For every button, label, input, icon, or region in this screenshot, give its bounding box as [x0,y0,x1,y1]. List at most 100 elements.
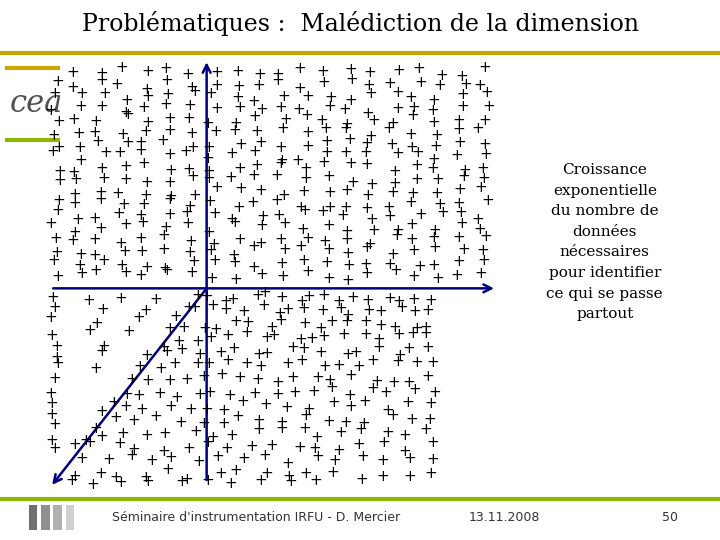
Text: +: + [300,107,313,123]
Text: +: + [189,188,201,204]
Text: +: + [234,137,247,152]
Text: +: + [120,217,132,232]
Text: +: + [182,163,195,177]
Text: +: + [248,260,261,275]
Text: +: + [341,273,354,288]
Text: +: + [382,121,395,136]
Text: +: + [427,258,440,273]
Text: +: + [374,304,387,319]
Text: +: + [121,387,133,402]
Text: +: + [358,416,370,430]
Text: +: + [377,469,390,484]
Text: +: + [297,184,310,199]
Text: +: + [322,219,335,233]
Text: +: + [302,89,315,104]
Text: +: + [50,339,63,354]
Text: +: + [428,224,441,239]
Text: +: + [95,429,108,444]
Text: +: + [341,224,353,239]
Text: +: + [250,124,263,139]
Text: +: + [360,327,372,342]
Text: +: + [405,195,418,210]
Text: cea: cea [9,89,63,119]
Text: +: + [318,156,330,170]
Text: +: + [233,161,246,176]
Text: 50: 50 [662,511,678,524]
Text: +: + [232,64,244,79]
Text: +: + [66,233,79,248]
Text: +: + [289,385,301,400]
Text: +: + [251,372,264,387]
Bar [41,505,50,530]
Text: +: + [282,456,294,471]
Text: +: + [275,140,287,155]
Text: +: + [68,112,80,126]
Text: +: + [276,290,289,305]
Text: +: + [165,189,178,204]
Text: +: + [333,357,346,373]
Text: +: + [287,369,300,384]
Text: +: + [366,381,379,396]
Text: +: + [320,134,333,150]
Text: +: + [282,301,294,316]
Text: +: + [223,388,236,403]
Text: +: + [219,294,232,309]
Text: +: + [477,242,489,258]
Text: +: + [277,89,289,104]
Text: +: + [215,465,228,481]
Text: +: + [316,302,329,318]
Text: +: + [141,428,153,443]
Text: +: + [248,109,261,124]
Text: +: + [361,266,373,281]
Text: +: + [197,416,210,431]
Text: +: + [116,127,129,143]
Text: +: + [372,332,385,347]
Text: +: + [163,123,176,138]
Text: +: + [163,147,176,162]
Text: +: + [259,397,271,413]
Text: +: + [478,113,491,127]
Text: +: + [48,300,60,315]
Text: +: + [164,163,177,178]
Text: +: + [386,408,399,423]
Text: +: + [51,268,64,284]
Text: +: + [431,271,444,286]
Text: +: + [220,441,233,456]
Text: +: + [408,382,420,397]
Text: +: + [271,387,284,402]
Text: +: + [426,355,439,370]
Text: +: + [132,310,145,325]
Text: +: + [405,217,418,232]
Text: +: + [297,341,310,356]
Text: +: + [45,433,58,448]
Text: +: + [248,239,260,254]
Text: +: + [247,168,260,183]
Text: +: + [408,100,420,114]
Text: +: + [89,125,102,140]
Text: +: + [254,237,267,252]
Text: +: + [309,473,322,488]
Text: +: + [324,373,336,388]
Text: +: + [97,171,110,186]
Text: +: + [271,73,284,88]
Text: +: + [384,257,397,272]
Text: +: + [201,116,214,131]
Text: +: + [252,347,265,362]
Text: +: + [302,139,314,153]
Text: +: + [228,215,241,230]
Text: +: + [185,234,197,248]
Text: +: + [452,231,465,245]
Text: +: + [157,340,170,355]
Text: +: + [421,303,433,318]
Text: +: + [163,373,176,388]
Text: +: + [210,100,223,116]
Text: +: + [99,86,112,101]
Text: +: + [282,469,294,484]
Text: +: + [89,421,102,436]
Text: +: + [456,86,469,102]
Text: +: + [451,268,463,283]
Text: +: + [192,356,204,372]
Text: +: + [274,100,287,116]
Text: +: + [258,286,271,300]
Text: +: + [482,99,495,114]
